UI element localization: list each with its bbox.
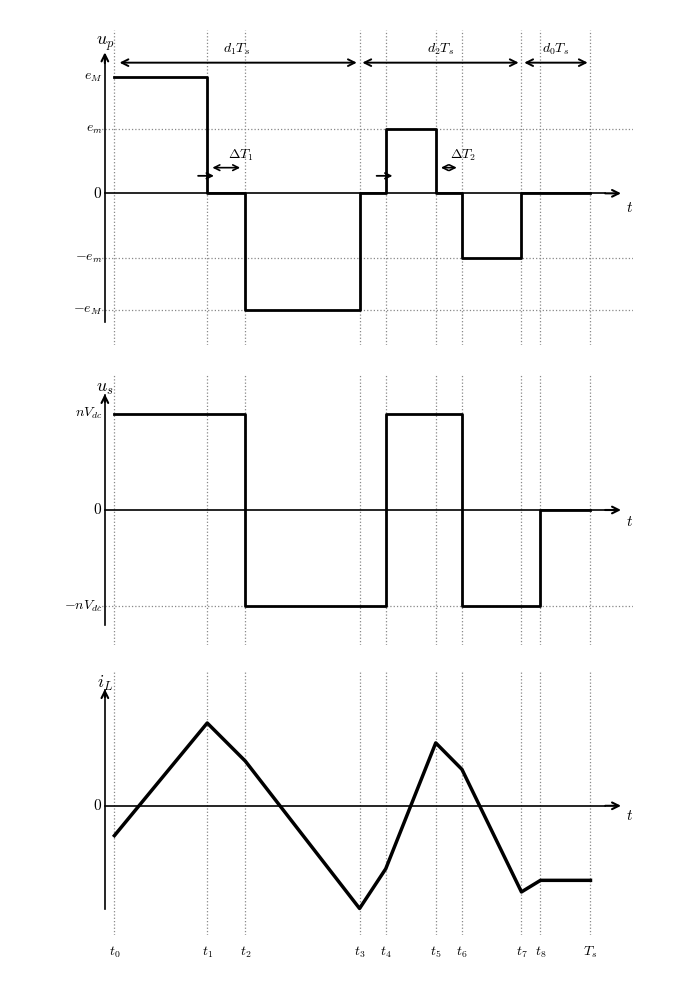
Text: $nV_{dc}$: $nV_{dc}$ [75, 406, 102, 421]
Text: $0$: $0$ [93, 186, 102, 201]
Text: $t_8$: $t_8$ [535, 945, 546, 960]
Text: $T_s$: $T_s$ [584, 945, 598, 960]
Text: $e_m$: $e_m$ [86, 122, 102, 136]
Text: $e_M$: $e_M$ [84, 70, 102, 84]
Text: $d_2T_s$: $d_2T_s$ [427, 41, 454, 57]
Text: $t$: $t$ [627, 809, 633, 823]
Text: $t_6$: $t_6$ [456, 945, 468, 960]
Text: $0$: $0$ [93, 502, 102, 518]
Text: $u_p$: $u_p$ [95, 35, 114, 53]
Text: $t_3$: $t_3$ [354, 945, 365, 960]
Text: $\Delta T_2$: $\Delta T_2$ [450, 147, 476, 163]
Text: $-nV_{dc}$: $-nV_{dc}$ [64, 599, 102, 614]
Text: $\Delta T_1$: $\Delta T_1$ [227, 147, 253, 163]
Text: $d_0T_s$: $d_0T_s$ [542, 41, 569, 57]
Text: $i_L$: $i_L$ [97, 674, 113, 693]
Text: $t$: $t$ [627, 202, 633, 216]
Text: $t_2$: $t_2$ [240, 945, 251, 960]
Text: $t_7$: $t_7$ [516, 945, 527, 960]
Text: $t$: $t$ [627, 515, 633, 529]
Text: $t_5$: $t_5$ [430, 945, 441, 960]
Text: $t_1$: $t_1$ [202, 945, 212, 960]
Text: $t_0$: $t_0$ [109, 945, 120, 960]
Text: $0$: $0$ [93, 798, 102, 813]
Text: $u_s$: $u_s$ [96, 379, 114, 397]
Text: $-e_m$: $-e_m$ [75, 250, 102, 264]
Text: $d_1T_s$: $d_1T_s$ [223, 41, 251, 57]
Text: $-e_M$: $-e_M$ [73, 303, 102, 317]
Text: $t_4$: $t_4$ [380, 945, 392, 960]
